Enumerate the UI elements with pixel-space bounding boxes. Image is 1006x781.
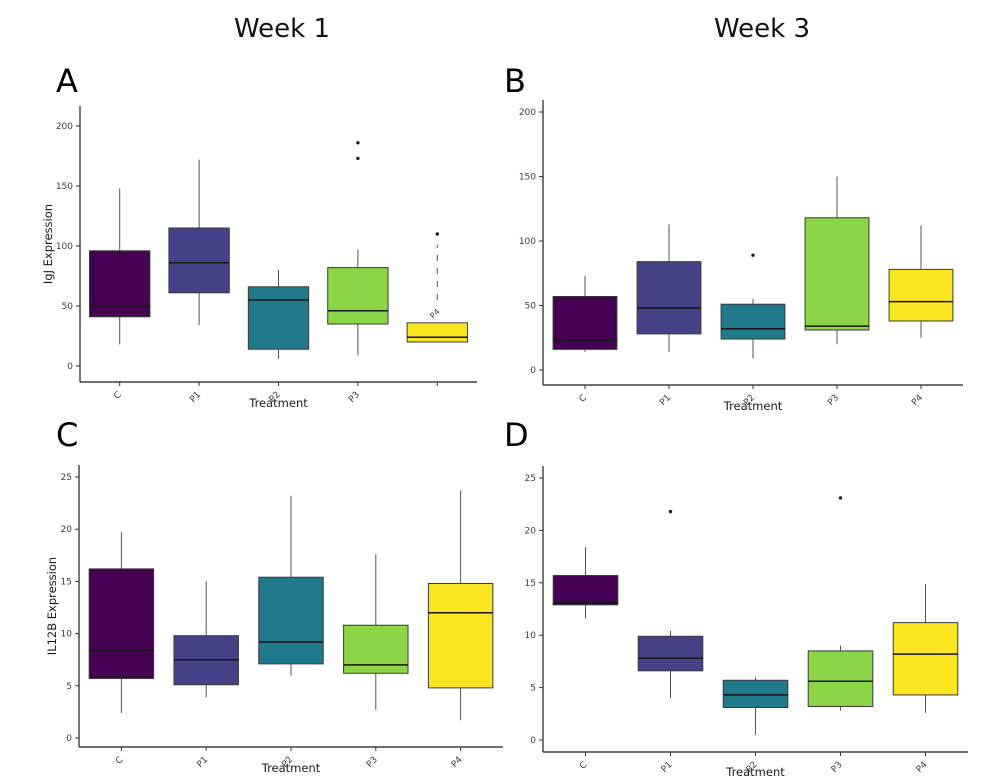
y-tick-label-D: 20 [525, 526, 537, 536]
y-tick-label-D: 15 [525, 579, 536, 589]
panel-letter-D: D [504, 416, 529, 454]
box-A-P4 [406, 322, 468, 343]
x-tick-label-A-C: C [112, 390, 124, 402]
x-tick-label-B-P3: P3 [826, 393, 841, 408]
box-D-P4 [892, 622, 959, 696]
x-tick-label-C-C: C [114, 755, 126, 767]
y-tick-label-D: 10 [525, 631, 537, 641]
box-B-C [552, 295, 618, 350]
outlier-dot-A-P3 [356, 156, 360, 161]
x-axis-title-A: Treatment [248, 396, 308, 410]
column-title-week3: Week 3 [713, 14, 811, 44]
x-tick-label-D-P3: P3 [830, 760, 845, 775]
panel-letter-B: B [504, 62, 526, 100]
y-tick-label-D: 0 [530, 736, 536, 746]
y-tick-label-A: 150 [56, 182, 73, 192]
x-tick-label-A-P1: P1 [188, 390, 203, 405]
y-tick-label-D: 25 [525, 474, 536, 484]
x-axis-title-C: Treatment [261, 761, 321, 775]
x-tick-label-B-C: C [578, 393, 590, 405]
x-tick-label-D-P1: P1 [660, 760, 675, 775]
outlier-dot-A-P4 [435, 232, 439, 236]
x-tick-label-D-C: C [578, 760, 590, 772]
y-tick-label-B: 100 [519, 237, 536, 247]
outlier-dot-B-P2 [751, 253, 755, 257]
box-B-P4 [888, 268, 954, 322]
box-B-P1 [636, 261, 702, 335]
x-tick-label-D-P4: P4 [915, 760, 930, 775]
y-tick-label-C: 5 [66, 682, 72, 692]
y-tick-label-A: 200 [56, 122, 73, 132]
panel-letter-A: A [56, 62, 78, 100]
x-tick-label-A-P3: P3 [347, 390, 362, 405]
x-tick-label-C-P1: P1 [195, 755, 210, 770]
box-A-P3 [327, 267, 389, 325]
box-C-P4 [427, 582, 494, 689]
x-tick-label-B-P4: P4 [910, 393, 925, 408]
y-tick-label-B: 150 [519, 173, 536, 183]
x-tick-label-C-P3: P3 [365, 755, 380, 770]
y-tick-label-C: 10 [61, 630, 73, 640]
y-tick-label-C: 0 [66, 734, 72, 744]
box-B-P3 [804, 217, 870, 331]
box-A-C [89, 250, 151, 318]
outlier-dot-D-P3 [838, 496, 843, 500]
y-axis-title-C: IL12B Expression [45, 557, 59, 655]
y-tick-label-A: 0 [67, 362, 73, 372]
y-tick-label-B: 0 [530, 366, 536, 376]
x-tick-label-C-P4: P4 [450, 755, 465, 770]
outlier-dot-D-P1 [668, 509, 673, 514]
y-tick-label-C: 25 [61, 473, 72, 483]
panel-letter-C: C [56, 416, 78, 454]
box-D-P2 [722, 679, 789, 709]
y-tick-label-D: 5 [530, 684, 536, 694]
y-tick-label-B: 200 [519, 108, 536, 118]
box-A-P2 [247, 286, 310, 350]
x-tick-label-B-P1: P1 [658, 393, 673, 408]
box-D-P1 [637, 635, 704, 672]
box-C-P3 [343, 624, 409, 674]
y-tick-label-C: 15 [61, 577, 72, 587]
box-C-C [88, 568, 155, 679]
box-B-P2 [720, 303, 786, 340]
outlier-dot-A-P3 [356, 141, 360, 145]
box-D-P3 [807, 650, 874, 707]
x-axis-title-D: Treatment [725, 765, 785, 779]
displaced-p4-label: P4 [428, 307, 441, 320]
column-title-week1: Week 1 [233, 14, 331, 44]
x-axis-title-B: Treatment [723, 399, 783, 413]
box-C-P2 [258, 576, 324, 665]
y-tick-label-A: 50 [62, 302, 74, 312]
y-tick-label-B: 50 [525, 302, 537, 312]
y-tick-label-C: 20 [61, 525, 73, 535]
box-D-C [552, 574, 619, 606]
y-axis-title-A: IgJ Expression [41, 204, 55, 284]
y-tick-label-A: 100 [56, 242, 73, 252]
box-A-P1 [168, 227, 230, 294]
